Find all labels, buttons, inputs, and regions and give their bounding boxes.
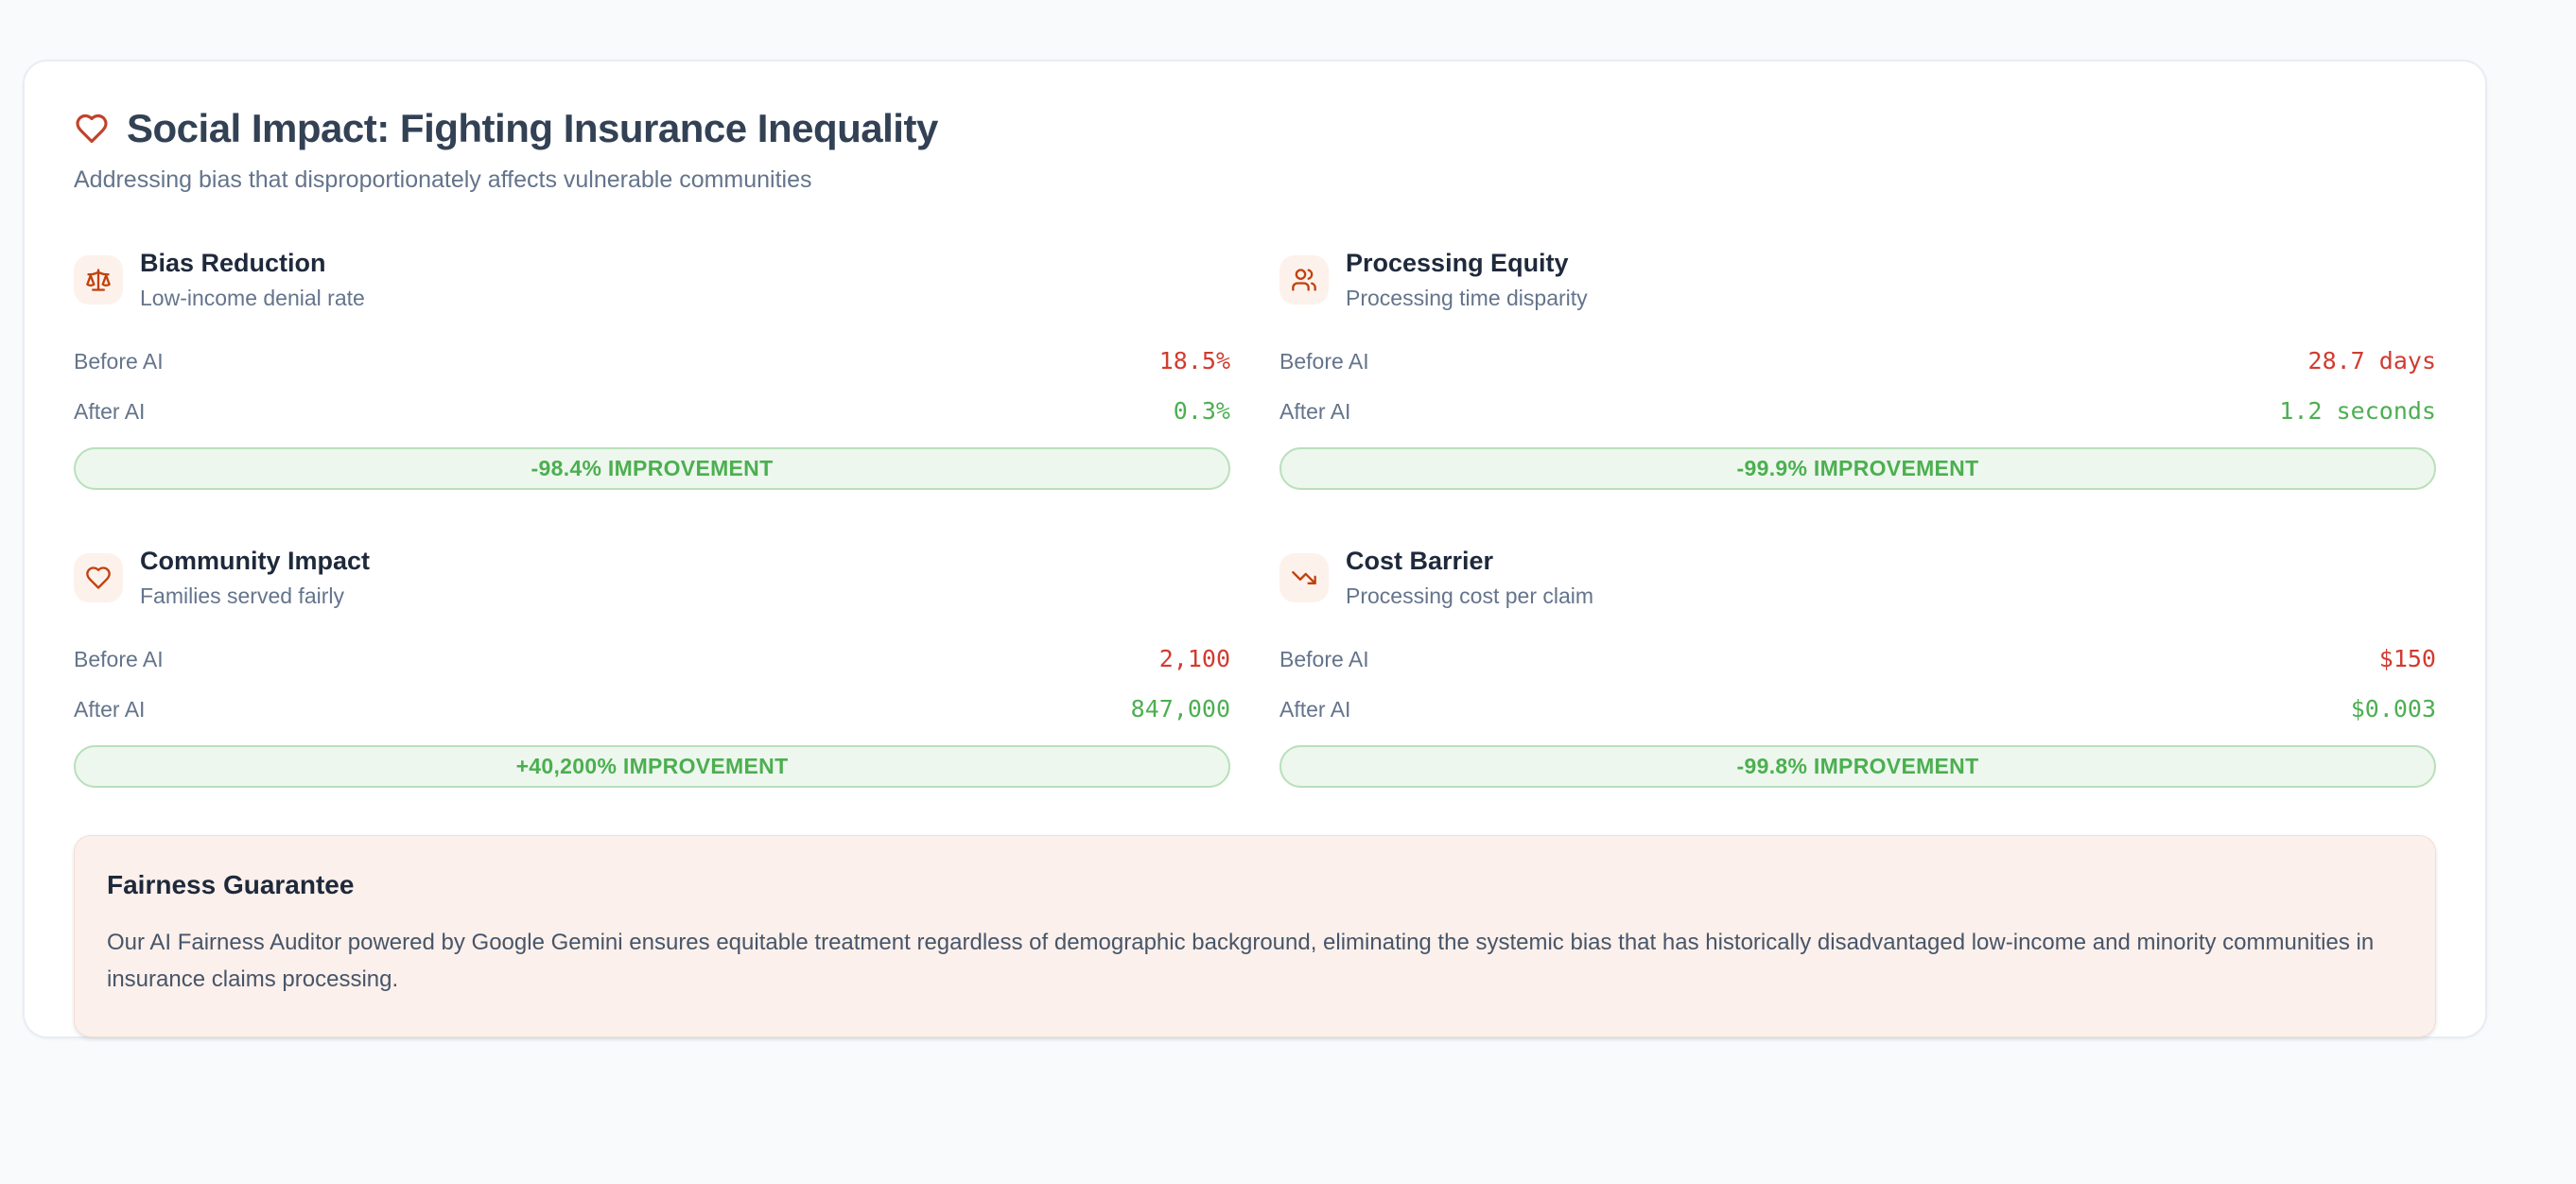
after-ai-value: 847,000 [1130, 695, 1230, 723]
metric-title: Bias Reduction [140, 249, 326, 277]
metric-subtitle: Processing cost per claim [1346, 583, 1594, 608]
metrics-grid: Bias Reduction Low-income denial rate Be… [74, 249, 2436, 788]
before-ai-label: Before AI [74, 647, 164, 671]
heart-icon [76, 113, 108, 144]
after-ai-label: After AI [74, 697, 146, 722]
before-ai-value: 28.7 days [2307, 347, 2436, 374]
improvement-badge: -99.9% IMPROVEMENT [1279, 447, 2436, 490]
after-ai-value: $0.003 [2350, 695, 2436, 723]
metric-title: Processing Equity [1346, 249, 1569, 277]
scales-icon [74, 255, 123, 305]
fairness-guarantee-title: Fairness Guarantee [107, 870, 355, 899]
before-ai-row: Before AI $150 [1279, 645, 2436, 672]
improvement-badge: +40,200% IMPROVEMENT [74, 745, 1230, 788]
improvement-badge: -99.8% IMPROVEMENT [1279, 745, 2436, 788]
before-ai-row: Before AI 18.5% [74, 347, 1230, 374]
before-ai-value: $150 [2378, 645, 2436, 672]
page-title: Social Impact: Fighting Insurance Inequa… [127, 106, 938, 150]
after-ai-value: 1.2 seconds [2279, 397, 2436, 425]
heart-icon [74, 553, 123, 602]
improvement-badge: -98.4% IMPROVEMENT [74, 447, 1230, 490]
metric-subtitle: Families served fairly [140, 583, 344, 608]
card-header: Social Impact: Fighting Insurance Inequa… [74, 106, 2436, 151]
after-ai-row: After AI 847,000 [74, 695, 1230, 723]
before-ai-label: Before AI [1279, 349, 1369, 374]
metric-title: Cost Barrier [1346, 547, 1494, 575]
before-ai-row: Before AI 2,100 [74, 645, 1230, 672]
after-ai-row: After AI $0.003 [1279, 695, 2436, 723]
after-ai-label: After AI [1279, 697, 1351, 722]
metric-title: Community Impact [140, 547, 371, 575]
metric-bias-reduction: Bias Reduction Low-income denial rate Be… [74, 249, 1230, 490]
metric-community-impact: Community Impact Families served fairly … [74, 547, 1230, 788]
after-ai-value: 0.3% [1173, 397, 1230, 425]
page-subtitle: Addressing bias that disproportionately … [74, 166, 812, 193]
metric-subtitle: Low-income denial rate [140, 286, 365, 310]
metric-cost-barrier: Cost Barrier Processing cost per claim B… [1279, 547, 2436, 788]
fairness-guarantee-body: Our AI Fairness Auditor powered by Googl… [107, 930, 2375, 992]
metric-processing-equity: Processing Equity Processing time dispar… [1279, 249, 2436, 490]
metric-subtitle: Processing time disparity [1346, 286, 1588, 310]
after-ai-label: After AI [1279, 399, 1351, 424]
after-ai-label: After AI [74, 399, 146, 424]
social-impact-card: Social Impact: Fighting Insurance Inequa… [23, 60, 2487, 1038]
before-ai-value: 2,100 [1158, 645, 1230, 672]
trending-down-icon [1279, 553, 1329, 602]
before-ai-row: Before AI 28.7 days [1279, 347, 2436, 374]
users-icon [1279, 255, 1329, 305]
after-ai-row: After AI 0.3% [74, 397, 1230, 425]
before-ai-label: Before AI [74, 349, 164, 374]
before-ai-value: 18.5% [1158, 347, 1230, 374]
before-ai-label: Before AI [1279, 647, 1369, 671]
fairness-guarantee-panel: Fairness Guarantee Our AI Fairness Audit… [74, 835, 2436, 1037]
after-ai-row: After AI 1.2 seconds [1279, 397, 2436, 425]
